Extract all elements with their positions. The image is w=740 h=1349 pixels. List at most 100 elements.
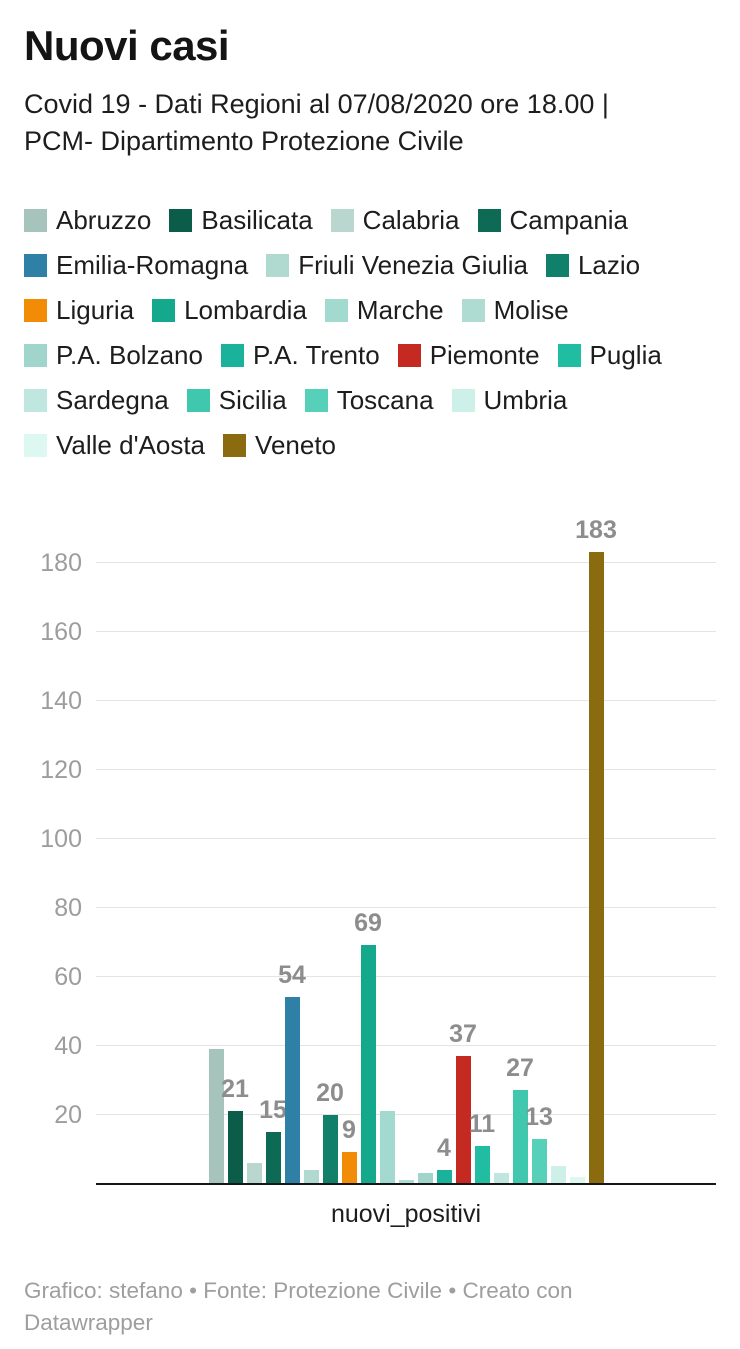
legend-swatch — [304, 388, 328, 412]
bar-slot-veneto: 183 — [575, 516, 617, 1184]
y-axis-tick-label: 80 — [54, 893, 82, 922]
bar-value-label: 27 — [506, 1054, 534, 1083]
legend-item-piemonte: Piemonte — [397, 339, 540, 371]
chart: 21 15 54 20 9 69 4 37 11 27 13 183 20 40 60 80 100 120 14… — [24, 501, 716, 1185]
bar-campania — [265, 1131, 281, 1184]
bar-sicilia — [512, 1090, 528, 1184]
legend-swatch — [545, 253, 569, 277]
bar-slot-p-a-bolzano — [417, 549, 433, 1184]
bar-slot-sardegna — [493, 549, 509, 1184]
legend-item-sicilia: Sicilia — [186, 385, 287, 416]
legend-swatch — [451, 388, 475, 412]
y-axis-tick-label: 20 — [54, 1100, 82, 1129]
bar-value-label: 183 — [575, 516, 617, 545]
legend-label: Basilicata — [201, 204, 313, 235]
y-axis-tick-label: 100 — [40, 824, 82, 853]
legend-swatch — [169, 208, 193, 232]
legend-swatch — [24, 253, 47, 277]
bar-p-a-bolzano — [417, 1173, 433, 1184]
bar-lazio — [322, 1114, 338, 1184]
bar-basilicata — [227, 1111, 243, 1184]
legend-item-campania: Campania — [477, 204, 629, 236]
footer-credit: Grafico: stefano • Fonte: Protezione Civ… — [24, 1277, 573, 1336]
legend-swatch — [557, 343, 581, 367]
bar-value-label: 11 — [468, 1109, 496, 1138]
legend-swatch — [223, 433, 247, 457]
bar-lombardia — [360, 945, 376, 1184]
bar-slot-piemonte: 37 — [449, 549, 477, 1184]
bar-abruzzo — [208, 1048, 224, 1184]
legend-swatch — [397, 343, 421, 367]
chart-description: Covid 19 - Dati Regioni al 07/08/2020 or… — [24, 89, 609, 157]
gridline — [96, 699, 716, 701]
legend-item-friuli-venezia-giulia: Friuli Venezia Giulia — [266, 250, 528, 281]
gridline — [96, 1113, 716, 1115]
legend-label: P.A. Bolzano — [56, 339, 203, 370]
bar-slot-puglia: 11 — [469, 549, 495, 1184]
legend-label: Friuli Venezia Giulia — [298, 249, 528, 280]
bar-molise — [398, 1180, 414, 1184]
bar-slot-marche — [379, 549, 395, 1184]
x-axis-label: nuovi_positivi — [330, 1199, 482, 1228]
legend-item-emilia-romagna: Emilia-Romagna — [24, 250, 248, 281]
gridline — [96, 561, 716, 563]
bar-value-label: 20 — [316, 1078, 344, 1107]
legend-item-valle-d-aosta: Valle d'Aosta — [24, 430, 205, 461]
legend-swatch — [24, 298, 47, 322]
legend-swatch — [330, 208, 354, 232]
legend-swatch — [24, 388, 47, 412]
bar-slot-calabria — [246, 549, 262, 1184]
legend-label: Molise — [493, 294, 569, 325]
legend-label: Puglia — [589, 339, 662, 370]
y-axis-tick-label: 180 — [40, 548, 82, 577]
legend-label: Emilia-Romagna — [56, 249, 249, 280]
legend-item-toscana: Toscana — [304, 384, 434, 416]
gridline — [96, 906, 716, 908]
bar-value-label: 69 — [354, 909, 382, 938]
legend-item-lazio: Lazio — [545, 249, 641, 281]
legend-label: Lombardia — [184, 294, 307, 325]
legend-item-p-a-trento: P.A. Trento — [220, 339, 380, 371]
legend-item-p-a-bolzano: P.A. Bolzano — [24, 340, 203, 371]
bar-emilia-romagna — [284, 997, 300, 1184]
bar-slot-liguria: 9 — [341, 549, 357, 1184]
legend-item-liguria: Liguria — [24, 295, 134, 326]
legend-label: Marche — [356, 294, 444, 325]
bar-slot-sicilia: 27 — [506, 549, 534, 1184]
legend-item-basilicata: Basilicata — [169, 204, 313, 236]
legend-label: P.A. Trento — [252, 339, 380, 370]
plot-area: 21 15 54 20 9 69 4 37 11 27 13 183 — [96, 516, 716, 1185]
legend-label: Campania — [509, 204, 629, 235]
bar-slot-campania: 15 — [259, 549, 287, 1184]
y-axis-tick-label: 140 — [40, 686, 82, 715]
legend-label: Abruzzo — [56, 204, 152, 235]
legend-label: Piemonte — [429, 339, 540, 370]
bar-slot-umbria — [550, 549, 566, 1184]
bar-value-label: 54 — [278, 961, 306, 990]
legend-label: Sardegna — [56, 384, 169, 415]
bar-sardegna — [493, 1173, 509, 1184]
y-axis-tick-label: 160 — [40, 617, 82, 646]
legend-label: Umbria — [483, 384, 568, 415]
bar-friuli-venezia-giulia — [303, 1169, 319, 1184]
legend-item-abruzzo: Abruzzo — [24, 205, 151, 236]
y-axis-tick-label: 60 — [54, 962, 82, 991]
bar-slot-lazio: 20 — [316, 549, 344, 1184]
bar-slot-friuli-venezia-giulia — [303, 549, 319, 1184]
legend-swatch — [186, 388, 210, 412]
legend-swatch — [477, 208, 501, 232]
legend-label: Lazio — [577, 249, 641, 280]
legend-label: Toscana — [336, 384, 434, 415]
legend-label: Valle d'Aosta — [56, 429, 206, 460]
bar-value-label: 13 — [525, 1102, 553, 1131]
bar-value-label: 37 — [449, 1019, 477, 1048]
bar-slot-emilia-romagna: 54 — [278, 549, 306, 1184]
legend-swatch — [24, 208, 47, 232]
bar-toscana — [531, 1138, 547, 1184]
legend-swatch — [24, 343, 47, 367]
legend-swatch — [461, 298, 485, 322]
bar-slot-basilicata: 21 — [221, 549, 249, 1184]
legend-swatch — [220, 343, 244, 367]
legend-swatch — [324, 298, 348, 322]
